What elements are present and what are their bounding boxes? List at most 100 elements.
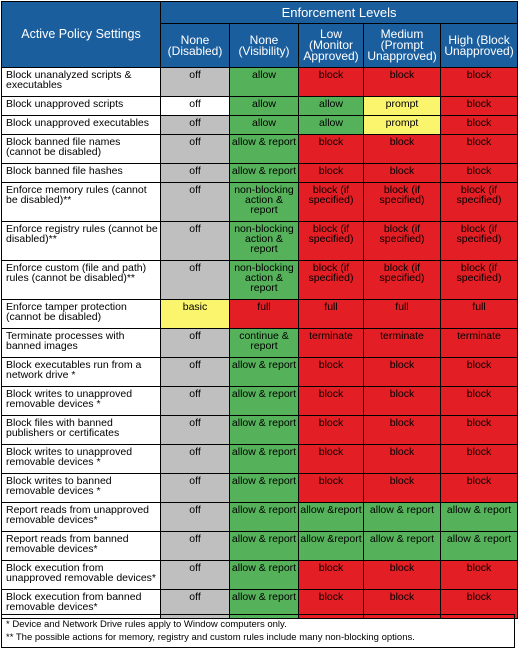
enforcement-cell: block (if specified) [298, 221, 364, 261]
footnotes: * Device and Network Drive rules apply t… [1, 614, 515, 648]
enforcement-cell: allow [229, 115, 299, 135]
policy-row: Enforce tamper protection (cannot be dis… [1, 299, 519, 329]
level-header-low: Low (Monitor Approved) [298, 23, 364, 68]
enforcement-cell: off [160, 221, 230, 261]
policy-setting-label: Block writes to unapproved removable dev… [1, 386, 161, 416]
enforcement-cell: off [160, 134, 230, 164]
policy-row: Block unapproved scripts off allow allow pro… [1, 96, 519, 116]
policy-setting-label: Block writes to banned removable devices… [1, 473, 161, 503]
policy-setting-label: Block unanalyzed scripts & executables [1, 67, 161, 97]
policy-setting-label: Block unapproved executables [1, 115, 161, 135]
policy-row: Report reads from unapproved removable d… [1, 502, 519, 532]
policy-setting-label: Block banned file hashes [1, 163, 161, 183]
enforcement-cell: prompt [363, 96, 441, 116]
footnote-possible-actions: ** The possible actions for memory, regi… [6, 632, 415, 643]
enforcement-cell: block (if specified) [363, 182, 441, 222]
enforcement-cell: block [439, 386, 519, 416]
policy-setting-label: Block executables run from a network dri… [1, 357, 161, 387]
enforcement-cell: full [363, 299, 441, 329]
enforcement-cell: allow & report [439, 531, 519, 561]
policy-setting-label: Enforce registry rules (cannot be disabl… [1, 221, 161, 261]
enforcement-cell: off [160, 182, 230, 222]
enforcement-cell: block [363, 473, 441, 503]
policy-row: Report reads from banned removable devic… [1, 531, 519, 561]
enforcement-cell: block [298, 415, 364, 445]
enforcement-cell: off [160, 386, 230, 416]
policy-row: Block executables run from a network dri… [1, 357, 519, 387]
enforcement-cell: non-blocking action & report [229, 260, 299, 300]
policy-enforcement-table: Active Policy Settings Enforcement Level… [1, 1, 519, 619]
enforcement-cell: allow & report [229, 415, 299, 445]
policy-row: Block banned file names (cannot be disab… [1, 134, 519, 164]
enforcement-cell: block [298, 473, 364, 503]
policy-setting-label: Block banned file names (cannot be disab… [1, 134, 161, 164]
policy-setting-label: Enforce custom (file and path) rules (ca… [1, 260, 161, 300]
policy-row: Block writes to unapproved removable dev… [1, 444, 519, 474]
enforcement-cell: off [160, 67, 230, 97]
enforcement-cell: non-blocking action & report [229, 182, 299, 222]
enforcement-cell: block [298, 163, 364, 183]
policy-row: Enforce custom (file and path) rules (ca… [1, 260, 519, 300]
enforcement-cell: allow & report [229, 134, 299, 164]
enforcement-cell: block [298, 386, 364, 416]
enforcement-cell: block (if specified) [363, 260, 441, 300]
enforcement-cell: block [439, 473, 519, 503]
enforcement-cell: block [363, 386, 441, 416]
policy-row: Block files with banned publishers or ce… [1, 415, 519, 445]
enforcement-cell: block [363, 163, 441, 183]
enforcement-cell: off [160, 473, 230, 503]
enforcement-cell: off [160, 260, 230, 300]
enforcement-cell: off [160, 115, 230, 135]
enforcement-cell: block [439, 560, 519, 590]
enforcement-cell: terminate [439, 328, 519, 358]
enforcement-cell: off [160, 357, 230, 387]
enforcement-cell: allow & report [229, 444, 299, 474]
level-header-none-visibility: None (Visibility) [229, 23, 299, 68]
enforcement-cell: block [363, 560, 441, 590]
enforcement-cell: full [229, 299, 299, 329]
enforcement-cell: block (if specified) [298, 182, 364, 222]
policy-row: Block execution from unapproved removabl… [1, 560, 519, 590]
enforcement-cell: allow & report [439, 502, 519, 532]
policy-row: Terminate processes with banned images of… [1, 328, 519, 358]
enforcement-cell: block [298, 134, 364, 164]
enforcement-cell: block (if specified) [439, 260, 519, 300]
enforcement-cell: block [363, 67, 441, 97]
enforcement-cell: block [439, 357, 519, 387]
enforcement-cell: block [439, 134, 519, 164]
enforcement-cell: block [298, 357, 364, 387]
policy-setting-label: Block unapproved scripts [1, 96, 161, 116]
policy-rows: Block unanalyzed scripts & executables of… [1, 67, 519, 619]
level-header-none-disabled: None (Disabled) [160, 23, 230, 68]
enforcement-cell: allow [229, 96, 299, 116]
policy-row: Block unapproved executables off allow allo… [1, 115, 519, 135]
level-header-medium: Medium (Prompt Unapproved) [363, 23, 441, 68]
enforcement-cell: allow & report [229, 531, 299, 561]
policy-setting-label: Block execution from unapproved removabl… [1, 560, 161, 590]
enforcement-cell: off [160, 560, 230, 590]
enforcement-cell: allow & report [363, 502, 441, 532]
enforcement-cell: block [363, 444, 441, 474]
policy-row: Enforce memory rules (cannot be disabled… [1, 182, 519, 222]
enforcement-cell: off [160, 444, 230, 474]
policy-row: Block writes to unapproved removable dev… [1, 386, 519, 416]
policy-setting-label: Block writes to unapproved removable dev… [1, 444, 161, 474]
policy-setting-label: Report reads from unapproved removable d… [1, 502, 161, 532]
policy-setting-label: Enforce memory rules (cannot be disabled… [1, 182, 161, 222]
policy-setting-label: Report reads from banned removable devic… [1, 531, 161, 561]
footnote-device-rules: * Device and Network Drive rules apply t… [6, 619, 287, 630]
enforcement-cell: block [439, 115, 519, 135]
policy-setting-label: Block files with banned publishers or ce… [1, 415, 161, 445]
enforcement-cell: block [298, 67, 364, 97]
enforcement-cell: block (if specified) [439, 221, 519, 261]
enforcement-cell: block [439, 415, 519, 445]
enforcement-cell: off [160, 531, 230, 561]
enforcement-cell: allow & report [229, 473, 299, 503]
enforcement-cell: terminate [363, 328, 441, 358]
enforcement-cell: off [160, 163, 230, 183]
enforcement-cell: off [160, 328, 230, 358]
level-header-high: High (Block Unapproved) [439, 23, 519, 68]
enforcement-cell: allow [229, 67, 299, 97]
enforcement-cell: non-blocking action & report [229, 221, 299, 261]
enforcement-cell: off [160, 502, 230, 532]
